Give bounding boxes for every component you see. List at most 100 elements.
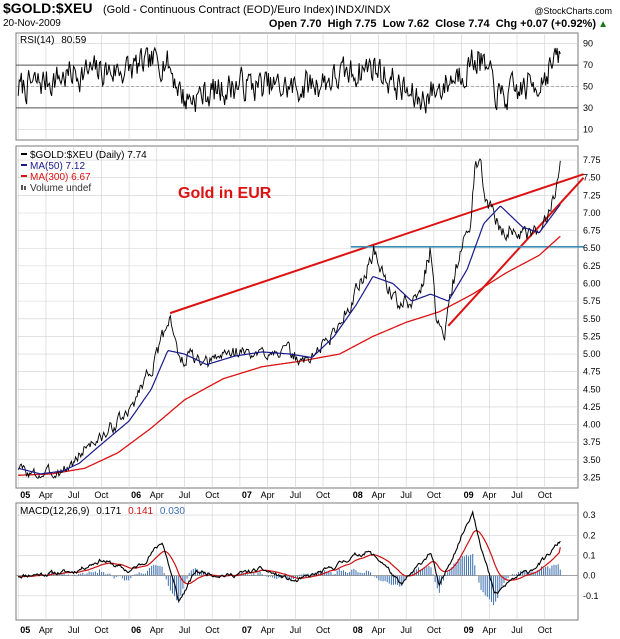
macd-panel: -0.1 0.0 0.1 0.2 0.3 MACD(12,26,9) 0.171 0.1…	[15, 502, 599, 621]
legend-ma300: MA(300) 6.67	[30, 172, 91, 183]
rsi-tick-50: 50	[583, 82, 593, 92]
price-line	[17, 158, 561, 480]
rsi-y-axis: 10 30 50 70 90	[583, 39, 593, 135]
chart-description: (Gold - Continuous Contract (EOD)/Euro I…	[103, 4, 334, 16]
x-tick-macd-0: 05	[20, 625, 30, 635]
chart-symbol: $GOLD:$XEU	[3, 0, 92, 16]
x-tick-price-6: Jul	[179, 490, 191, 500]
price-tick-6: 4.75	[583, 367, 601, 377]
lower-trendline	[447, 177, 585, 327]
x-tick-price-4: 06	[131, 490, 141, 500]
macd-signal-value: 0.141	[128, 506, 153, 517]
x-tick-price-9: Apr	[261, 490, 275, 500]
x-axis-price: 05 Apr Jul Oct 06 Apr Jul Oct 07 Apr Jul Oct 08 Apr Ju…	[20, 490, 552, 500]
price-tick-16: 7.25	[583, 190, 601, 200]
x-tick-macd-11: Oct	[316, 625, 331, 635]
x-tick-price-12: 08	[353, 490, 363, 500]
x-tick-price-0: 05	[20, 490, 30, 500]
x-tick-macd-14: Jul	[400, 625, 412, 635]
legend-swatch-ma50	[21, 164, 27, 166]
macd-y-axis: -0.1 0.0 0.1 0.2 0.3	[583, 510, 599, 601]
legend-volume: Volume undef	[30, 183, 91, 194]
price-y-axis: 3.25 3.50 3.75 4.00 4.25 4.50 4.75 5.00 5.25 5.50…	[583, 155, 601, 482]
price-panel-frame	[15, 145, 579, 489]
x-tick-macd-10: Jul	[290, 625, 302, 635]
rsi-tick-90: 90	[583, 39, 593, 49]
x-tick-price-5: Apr	[150, 490, 164, 500]
price-tick-7: 5.00	[583, 349, 601, 359]
rsi-value: 80.59	[61, 35, 86, 46]
x-tick-price-15: Oct	[427, 490, 442, 500]
x-tick-macd-6: Jul	[179, 625, 191, 635]
macd-tick-3: 0.2	[583, 530, 596, 540]
x-tick-macd-18: Jul	[511, 625, 523, 635]
legend-swatch-ma300	[21, 175, 27, 177]
x-tick-macd-7: Oct	[205, 625, 220, 635]
x-tick-macd-19: Oct	[538, 625, 553, 635]
price-panel: 3.25 3.50 3.75 4.00 4.25 4.50 4.75 5.00 5.25 5.50…	[15, 145, 601, 489]
macd-tick-0: -0.1	[583, 591, 599, 601]
rsi-name: RSI(14)	[20, 35, 54, 46]
macd-histogram-value: 0.030	[160, 506, 185, 517]
price-tick-12: 6.25	[583, 261, 601, 271]
stockcharts-credit: @StockCharts.com	[534, 6, 612, 16]
price-legend: $GOLD:$XEU (Daily) 7.74 MA(50) 7.12 MA(3…	[21, 150, 147, 194]
macd-tick-4: 0.3	[583, 510, 596, 520]
x-tick-macd-5: Apr	[150, 625, 164, 635]
x-tick-price-2: Jul	[68, 490, 80, 500]
rsi-tick-30: 30	[583, 103, 593, 113]
legend-swatch-price	[21, 153, 27, 155]
macd-signal-line	[18, 530, 561, 585]
x-tick-price-7: Oct	[205, 490, 220, 500]
quote-line: Open 7.70 High 7.75 Low 7.62 Close 7.74 …	[269, 18, 596, 30]
x-tick-macd-17: Apr	[482, 625, 496, 635]
upper-trendline	[169, 173, 584, 315]
x-tick-macd-3: Oct	[94, 625, 109, 635]
x-tick-price-3: Oct	[94, 490, 109, 500]
price-tick-0: 3.25	[583, 472, 601, 482]
ma50-line	[18, 204, 561, 475]
x-tick-macd-1: Apr	[39, 625, 53, 635]
x-tick-price-8: 07	[242, 490, 252, 500]
x-tick-macd-13: Apr	[371, 625, 385, 635]
rsi-label: RSI(14) 80.59	[20, 35, 87, 46]
rsi-tick-70: 70	[583, 60, 593, 70]
x-axis-macd: 05 Apr Jul Oct 06 Apr Jul Oct 07 Apr Jul Oct 08 Apr Ju…	[20, 625, 552, 635]
x-tick-macd-4: 06	[131, 625, 141, 635]
macd-value: 0.171	[96, 506, 121, 517]
x-tick-price-10: Jul	[290, 490, 302, 500]
price-tick-17: 7.50	[583, 173, 601, 183]
x-tick-price-18: Jul	[511, 490, 523, 500]
x-tick-macd-15: Oct	[427, 625, 442, 635]
chart-exchange: INDX/INDX	[335, 4, 391, 16]
x-tick-macd-12: 08	[353, 625, 363, 635]
x-tick-price-17: Apr	[482, 490, 496, 500]
legend-price: $GOLD:$XEU (Daily) 7.74	[30, 150, 147, 161]
x-tick-price-1: Apr	[39, 490, 53, 500]
macd-name: MACD(12,26,9)	[20, 506, 89, 517]
up-arrow-icon: ▲	[598, 19, 608, 30]
macd-tick-2: 0.1	[583, 550, 596, 560]
x-tick-macd-9: Apr	[261, 625, 275, 635]
macd-line	[18, 509, 561, 603]
legend-ma50: MA(50) 7.12	[30, 161, 85, 172]
x-tick-price-13: Apr	[371, 490, 385, 500]
price-tick-10: 5.75	[583, 296, 601, 306]
chart-date: 20-Nov-2009	[3, 18, 61, 29]
price-tick-5: 4.50	[583, 384, 601, 394]
x-tick-price-14: Jul	[400, 490, 412, 500]
ma300-line	[18, 235, 561, 476]
x-tick-price-19: Oct	[538, 490, 553, 500]
price-tick-18: 7.75	[583, 155, 601, 165]
x-tick-macd-2: Jul	[68, 625, 80, 635]
macd-label: MACD(12,26,9) 0.171 0.141 0.030	[20, 506, 185, 517]
price-tick-3: 4.00	[583, 420, 601, 430]
legend-swatch-volume	[21, 185, 23, 190]
x-tick-price-16: 09	[464, 490, 474, 500]
price-tick-14: 6.75	[583, 226, 601, 236]
x-tick-macd-16: 09	[464, 625, 474, 635]
price-tick-2: 3.75	[583, 437, 601, 447]
x-tick-price-11: Oct	[316, 490, 331, 500]
rsi-panel: 10 30 50 70 90 RSI(14) 80.59	[15, 32, 593, 141]
